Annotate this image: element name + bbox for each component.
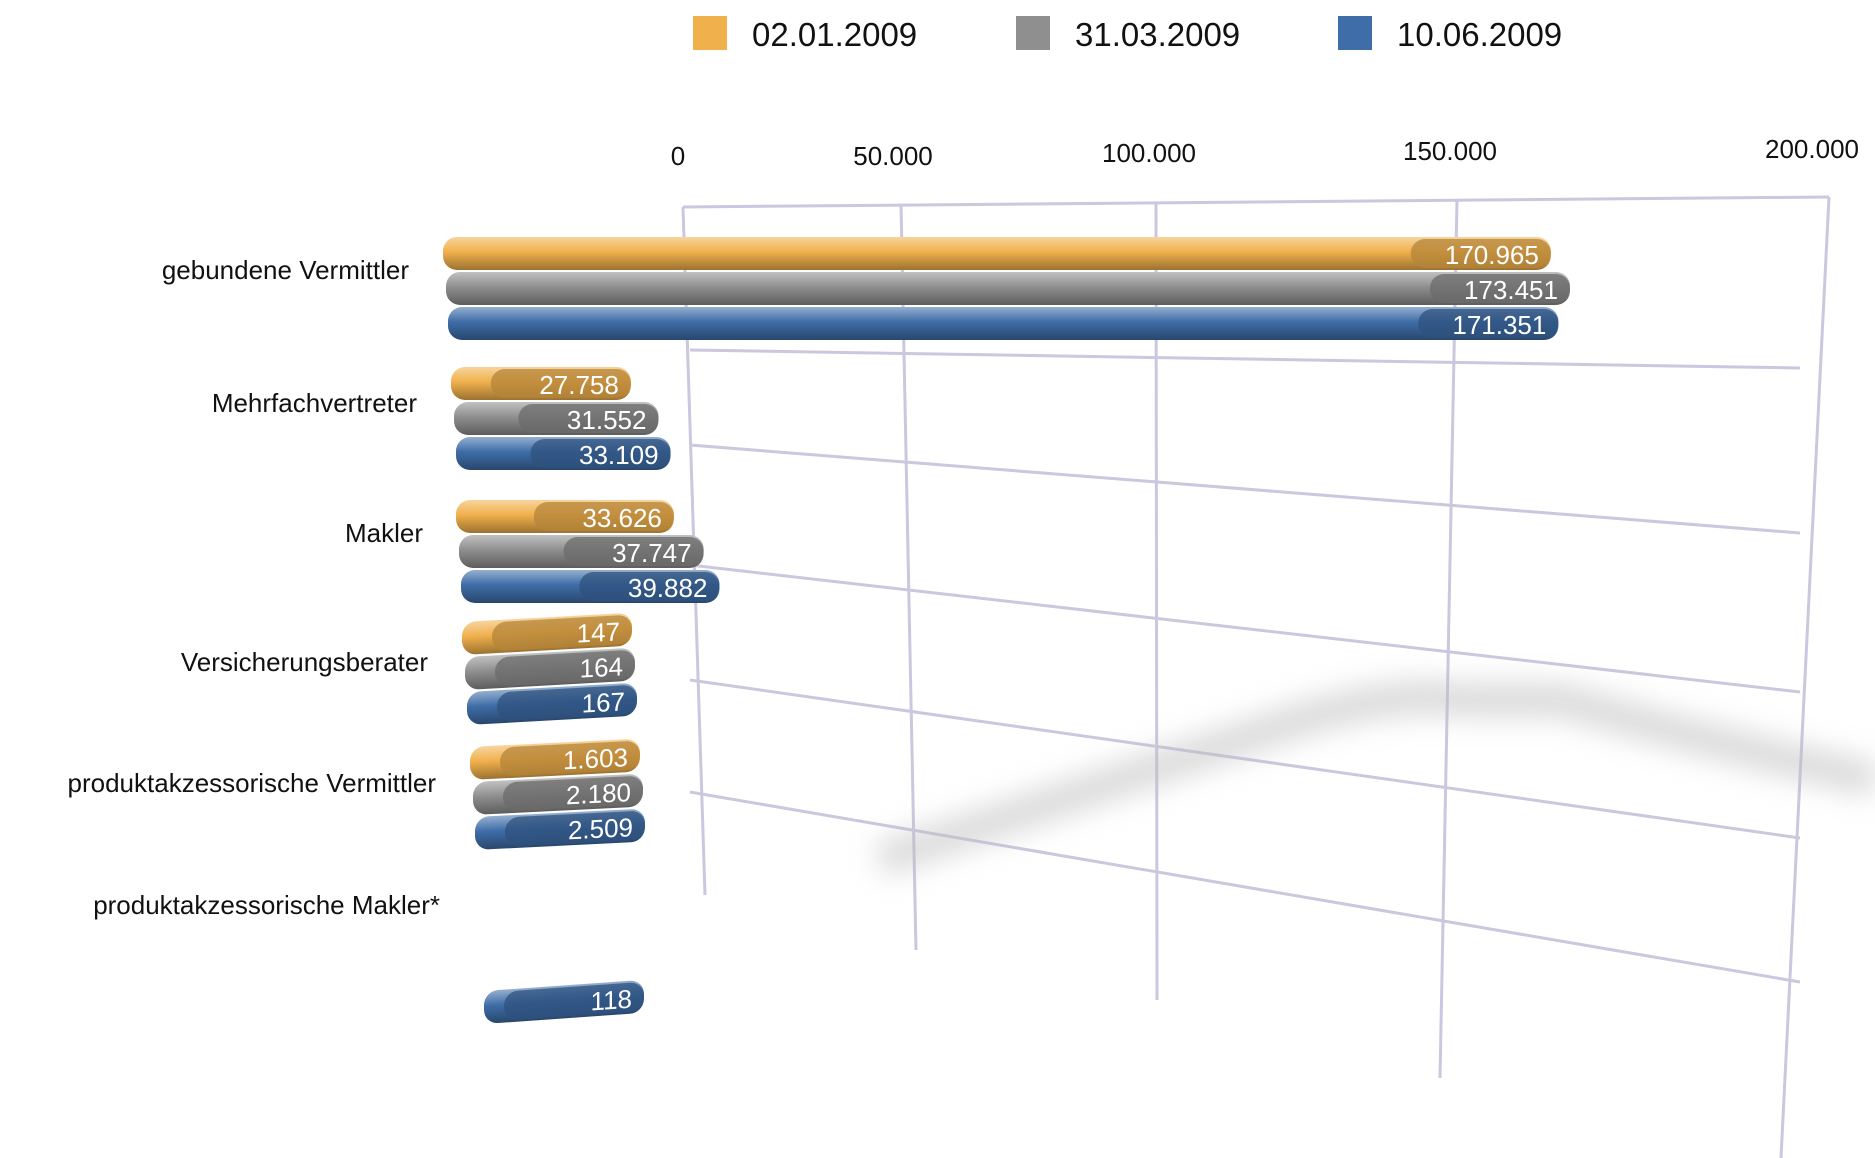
grid-line-horizontal (689, 678, 1801, 840)
bar-cap (503, 776, 643, 811)
bar-group: 118 (484, 980, 644, 1024)
data-label: 167 (582, 686, 625, 718)
bar-cap (490, 369, 631, 398)
data-label: 37.747 (612, 538, 692, 568)
grid-line-horizontal (689, 443, 1801, 535)
data-label: 27.758 (539, 370, 619, 400)
grid (681, 195, 1831, 1158)
bar-cap (530, 439, 671, 468)
x-tick-label: 150.000 (1403, 136, 1497, 166)
bar-cap (495, 650, 635, 686)
grid-line-horizontal (689, 348, 1801, 370)
legend-label: 10.06.2009 (1397, 16, 1562, 53)
legend-label: 31.03.2009 (1075, 16, 1240, 53)
bar-group: 147 (462, 613, 632, 655)
bar-cap (579, 572, 720, 601)
legend-swatch (693, 16, 727, 50)
bar-group: 33.626 (456, 500, 674, 533)
category-label: Makler (345, 518, 423, 548)
bar-group: 39.882 (461, 570, 720, 603)
bar-group: 27.758 (451, 367, 631, 400)
bar-group: 170.965 (443, 237, 1551, 270)
bar-group: 31.552 (454, 402, 659, 435)
data-label: 118 (591, 984, 632, 1017)
x-tick-label: 200.000 (1765, 134, 1859, 164)
floor-shadow (874, 680, 1875, 877)
category-labels: gebundene Vermittler Mehrfachvertreter Mak… (68, 255, 440, 920)
grid-line-horizontal (689, 790, 1801, 984)
legend-swatch (1016, 16, 1050, 50)
bar-cap (1418, 309, 1559, 338)
category-label: gebundene Vermittler (162, 255, 410, 285)
bar-cap (504, 982, 644, 1020)
bar-group: 171.351 (448, 307, 1559, 340)
data-label: 147 (577, 616, 620, 648)
category-label: produktakzessorische Makler* (93, 890, 440, 920)
bar-cap (492, 615, 632, 651)
x-tick-label: 50.000 (853, 141, 933, 171)
grid-line-horizontal (689, 563, 1801, 694)
legend-swatch (1338, 16, 1372, 50)
data-label: 2.509 (568, 812, 633, 845)
category-label: Versicherungsberater (181, 647, 428, 677)
bar-shadows (874, 680, 1875, 877)
data-label: 39.882 (628, 573, 708, 603)
bar-group: 173.451 (446, 272, 1570, 305)
category-label: produktakzessorische Vermittler (68, 768, 437, 798)
data-label: 31.552 (567, 405, 647, 435)
bar-cap (505, 811, 645, 846)
bar-group: 2.180 (473, 774, 643, 815)
bar-cap (533, 502, 674, 531)
bar-group: 1.603 (470, 739, 640, 780)
data-label: 171.351 (1452, 310, 1546, 340)
x-axis-ticks: 0 50.000 100.000 150.000 200.000 (671, 134, 1859, 171)
bar-group: 164 (465, 648, 635, 690)
bar (448, 307, 1559, 340)
bar-group: 167 (467, 683, 637, 725)
data-label: 2.180 (566, 777, 631, 810)
bar-cap (563, 537, 704, 566)
bar-cap (518, 404, 659, 433)
bar-group: 37.747 (459, 535, 704, 568)
data-label: 164 (580, 651, 623, 683)
bar-cap (1410, 239, 1551, 268)
bar (443, 237, 1551, 270)
bar-cap (1429, 274, 1570, 303)
grid-line-vertical (1779, 196, 1831, 1158)
data-label: 33.626 (582, 503, 662, 533)
bar-cap (497, 685, 637, 721)
x-tick-label: 100.000 (1102, 138, 1196, 168)
data-label: 173.451 (1464, 275, 1558, 305)
grid-line-top (682, 195, 1830, 209)
legend: 02.01.2009 31.03.2009 10.06.2009 (693, 16, 1562, 53)
grid-line-vertical (1438, 199, 1459, 1079)
data-label: 1.603 (563, 742, 628, 775)
category-label: Mehrfachvertreter (212, 388, 418, 418)
data-label: 170.965 (1445, 240, 1539, 270)
bar (446, 272, 1570, 305)
bar-group: 33.109 (456, 437, 671, 470)
legend-label: 02.01.2009 (752, 16, 917, 53)
bars: 170.965 173.451 171.351 27.758 31.552 33.109 3… (443, 237, 1570, 1024)
x-tick-label: 0 (671, 141, 685, 171)
bar-cap (500, 741, 640, 776)
bar-group: 2.509 (475, 809, 645, 850)
data-label: 33.109 (579, 440, 659, 470)
